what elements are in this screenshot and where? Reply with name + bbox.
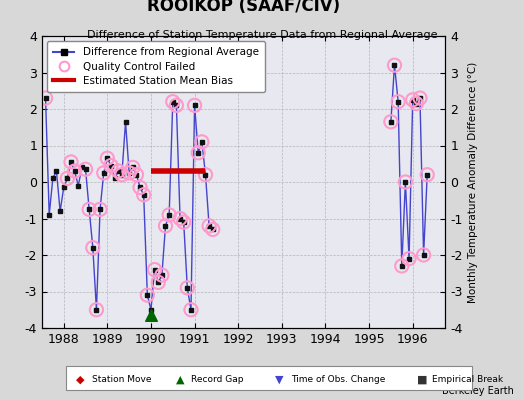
Text: ▼: ▼: [275, 374, 283, 384]
Point: [125, 170, 133, 176]
Text: ◆: ◆: [76, 374, 84, 384]
Legend: Difference from Regional Average, Quality Control Failed, Estimated Station Mean: Difference from Regional Average, Qualit…: [47, 41, 265, 92]
Point: [165, 212, 173, 218]
Point: [41, 95, 50, 101]
Point: [118, 172, 126, 178]
Point: [89, 244, 97, 251]
Title: ROOIKOP (SAAF/CIV): ROOIKOP (SAAF/CIV): [147, 0, 340, 15]
Point: [419, 252, 428, 258]
Text: Difference of Station Temperature Data from Regional Average: Difference of Station Temperature Data f…: [87, 30, 437, 40]
Point: [107, 162, 115, 169]
Text: Berkeley Earth: Berkeley Earth: [442, 386, 514, 396]
Point: [81, 166, 90, 172]
Text: Record Gap: Record Gap: [191, 375, 244, 384]
Point: [150, 266, 159, 273]
Text: Time of Obs. Change: Time of Obs. Change: [291, 375, 385, 384]
Point: [412, 100, 420, 107]
Point: [85, 206, 93, 212]
Point: [198, 139, 206, 145]
Point: [169, 98, 177, 105]
Point: [409, 97, 417, 103]
Point: [205, 222, 213, 229]
Text: ▲: ▲: [176, 374, 184, 384]
Point: [390, 62, 399, 68]
Point: [172, 102, 181, 108]
Point: [136, 184, 144, 191]
Point: [183, 285, 191, 291]
Point: [67, 159, 75, 165]
Point: [176, 215, 184, 222]
Point: [103, 155, 112, 162]
Point: [114, 168, 123, 174]
Text: Empirical Break: Empirical Break: [432, 375, 504, 384]
Point: [187, 306, 195, 313]
Point: [180, 219, 188, 225]
Point: [147, 312, 155, 318]
Point: [161, 222, 170, 229]
Point: [398, 263, 406, 269]
Point: [132, 172, 140, 178]
Point: [201, 172, 210, 178]
Point: [394, 98, 402, 105]
Point: [92, 306, 101, 313]
Point: [387, 118, 395, 125]
Point: [143, 292, 151, 298]
Y-axis label: Monthly Temperature Anomaly Difference (°C): Monthly Temperature Anomaly Difference (…: [468, 61, 478, 303]
Point: [190, 102, 199, 108]
Text: ■: ■: [417, 374, 427, 384]
Point: [128, 164, 137, 170]
Point: [416, 95, 424, 101]
Point: [96, 206, 104, 212]
Point: [63, 175, 72, 182]
Point: [154, 279, 162, 286]
Point: [401, 179, 410, 185]
Point: [209, 226, 217, 233]
Point: [100, 170, 108, 176]
Point: [158, 272, 166, 278]
Point: [70, 168, 79, 174]
Point: [139, 192, 148, 198]
Point: [423, 172, 431, 178]
Text: Station Move: Station Move: [92, 375, 151, 384]
Point: [194, 150, 202, 156]
Point: [405, 256, 413, 262]
